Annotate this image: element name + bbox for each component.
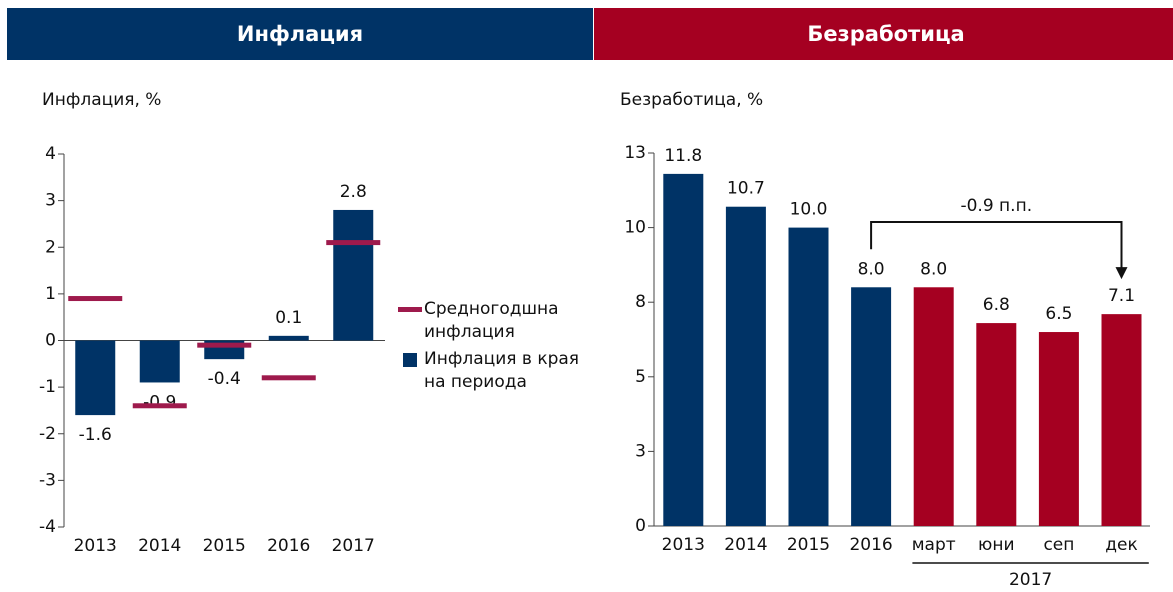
data-label: 11.8 [664, 146, 702, 166]
x-tick-label: 2015 [203, 536, 246, 556]
data-label: 0.1 [275, 308, 302, 328]
data-label: 6.8 [983, 295, 1010, 315]
data-label: 2.8 [340, 182, 367, 202]
y-tick-label: -2 [39, 424, 56, 444]
bar [663, 173, 704, 526]
x-tick-label: сеп [1043, 535, 1074, 555]
y-tick-label: 8 [635, 292, 646, 312]
bar [976, 323, 1017, 526]
y-tick-label: -1 [39, 377, 56, 397]
annotation-text: -0.9 п.п. [960, 196, 1032, 216]
legend-swatch [398, 298, 422, 321]
annotation-arrow [1115, 267, 1128, 280]
data-label: -1.6 [79, 425, 112, 445]
x-tick-label: 2013 [662, 535, 705, 555]
bar [139, 340, 180, 383]
x-tick-label: 2014 [138, 536, 181, 556]
average-marker [197, 342, 252, 348]
y-tick-label: 5 [635, 367, 646, 387]
average-marker [132, 403, 187, 409]
bar [913, 287, 954, 526]
chart-title: Безработица, % [620, 90, 763, 110]
data-label: 7.1 [1108, 286, 1135, 306]
y-tick-label: 10 [624, 218, 646, 238]
legend: Средногодшна инфлация Инфлация в края на… [398, 298, 583, 398]
banner [7, 8, 593, 60]
x-tick-label: 2013 [74, 536, 117, 556]
data-label: 8.0 [920, 259, 947, 279]
bar [1038, 332, 1079, 526]
x-tick-label: 2016 [267, 536, 310, 556]
average-marker [68, 296, 123, 302]
x-tick-label: 2017 [332, 536, 375, 556]
y-tick-label: 0 [635, 516, 646, 536]
x-tick-label: март [912, 535, 956, 555]
bar [1101, 314, 1142, 526]
y-tick-label: 1 [45, 284, 56, 304]
x-tick-label: дек [1105, 535, 1137, 555]
data-label: 8.0 [858, 259, 885, 279]
bar [725, 206, 766, 526]
data-label: -0.4 [208, 369, 241, 389]
legend-item: Инфлация в края на периода [398, 348, 583, 394]
data-label: 6.5 [1045, 304, 1072, 324]
bar [75, 340, 116, 416]
banner-title: Безработица [807, 22, 964, 46]
bar [851, 287, 892, 526]
y-tick-label: 4 [45, 144, 56, 164]
legend-item: Средногодшна инфлация [398, 298, 583, 344]
y-tick-label: 13 [624, 143, 646, 163]
legend-label: Инфлация в края на периода [424, 349, 580, 392]
bar [268, 335, 309, 341]
y-tick-label: 0 [45, 331, 56, 351]
average-marker [326, 240, 381, 246]
banner [594, 8, 1173, 60]
y-tick-label: -3 [39, 470, 56, 490]
y-tick-label: 3 [45, 191, 56, 211]
x-tick-label: 2016 [849, 535, 892, 555]
legend-label: Средногодшна инфлация [424, 299, 559, 342]
banner-title: Инфлация [237, 22, 363, 46]
annotation-bracket [870, 221, 1123, 270]
bar [788, 227, 829, 526]
chart-title: Инфлация, % [42, 90, 161, 110]
x-tick-label: юни [978, 535, 1014, 555]
data-label: 10.7 [727, 179, 765, 199]
data-label: 10.0 [790, 200, 828, 220]
average-marker [261, 375, 316, 381]
x-tick-label: 2014 [724, 535, 767, 555]
bar [333, 209, 374, 341]
y-tick-label: 3 [635, 441, 646, 461]
legend-swatch [398, 348, 422, 371]
data-label: -0.9 [143, 392, 176, 412]
x-tick-label: 2015 [787, 535, 830, 555]
y-tick-label: -4 [39, 517, 56, 537]
group-label: 2017 [1009, 570, 1052, 590]
y-tick-label: 2 [45, 237, 56, 257]
